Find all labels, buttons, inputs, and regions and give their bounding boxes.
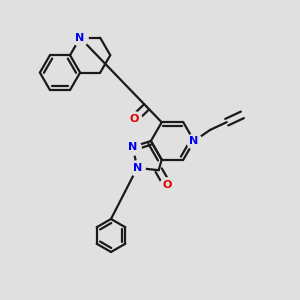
Text: O: O: [130, 114, 139, 124]
Text: N: N: [76, 33, 85, 43]
Text: N: N: [190, 136, 199, 146]
Text: N: N: [133, 163, 142, 173]
Text: O: O: [163, 180, 172, 190]
Text: N: N: [128, 142, 137, 152]
